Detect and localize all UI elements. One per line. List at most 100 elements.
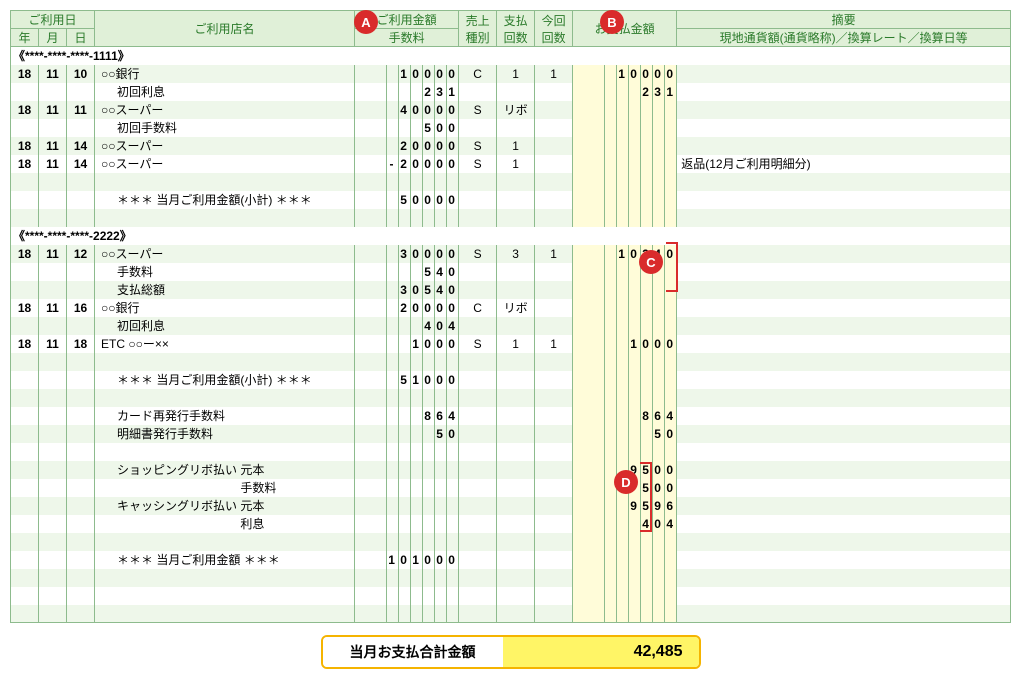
digit-cell [629,587,641,605]
digit-cell: 2 [641,83,653,101]
summary-cell [677,587,1011,605]
col-type [459,371,497,389]
col-pc [497,353,535,371]
digit-cell [399,515,411,533]
col-type [459,173,497,191]
summary-cell [677,137,1011,155]
digit-cell [665,137,677,155]
digit-cell [411,389,423,407]
col-pc [497,479,535,497]
col-pc [497,191,535,209]
col-pc [497,587,535,605]
digit-cell [665,101,677,119]
digit-cell: 0 [447,425,459,443]
digit-cell: 1 [447,83,459,101]
date-m [39,497,67,515]
bracket-c [666,242,678,292]
digit-cell: 0 [641,335,653,353]
digit-cell [653,317,665,335]
summary-cell [677,605,1011,623]
digit-cell [617,443,629,461]
digit-cell [573,443,605,461]
digit-cell [605,83,617,101]
date-y [11,587,39,605]
digit-cell [629,353,641,371]
table-row: ＊＊＊ 当月ご利用金額 ＊＊＊101000 [11,551,1011,569]
date-y [11,551,39,569]
digit-cell [435,587,447,605]
store-name [95,443,355,461]
digit-cell [399,83,411,101]
digit-cell: 1 [411,371,423,389]
digit-cell [653,137,665,155]
digit-cell [629,281,641,299]
digit-cell [447,533,459,551]
digit-cell [665,155,677,173]
bracket-d [640,462,652,532]
digit-cell: 5 [653,425,665,443]
digit-cell [641,443,653,461]
digit-cell: 0 [653,461,665,479]
date-y: 18 [11,335,39,353]
table-row: 手数料500 [11,479,1011,497]
digit-cell [629,371,641,389]
date-y [11,263,39,281]
digit-cell [399,335,411,353]
digit-cell: 0 [435,191,447,209]
digit-cell [617,119,629,137]
digit-cell: 3 [653,83,665,101]
date-y [11,443,39,461]
col-pc: 1 [497,155,535,173]
store-sub: 初回利息 [95,83,355,101]
digit-cell [387,317,399,335]
digit-cell [605,65,617,83]
table-row: 《****-****-****-2222》 [11,227,1011,245]
digit-cell [605,551,617,569]
col-tc [535,605,573,623]
digit-cell [355,371,387,389]
digit-cell [641,371,653,389]
digit-cell [653,569,665,587]
digit-cell [355,353,387,371]
digit-cell: 2 [399,299,411,317]
digit-cell [653,551,665,569]
col-tc [535,317,573,335]
digit-cell [435,443,447,461]
summary-cell [677,191,1011,209]
digit-cell [355,407,387,425]
col-type [459,83,497,101]
digit-cell: 5 [423,263,435,281]
digit-cell [355,317,387,335]
digit-cell [605,299,617,317]
digit-cell [605,317,617,335]
date-m: 11 [39,155,67,173]
digit-cell: 0 [435,65,447,83]
digit-cell [641,605,653,623]
col-type [459,191,497,209]
date-m [39,569,67,587]
digit-cell [629,443,641,461]
table-row [11,209,1011,227]
date-d [67,533,95,551]
digit-cell [447,497,459,515]
digit-cell: 6 [435,407,447,425]
digit-cell [423,569,435,587]
digit-cell [435,569,447,587]
digit-cell [573,173,605,191]
col-type [459,479,497,497]
hdr-thiscount: 今回 回数 [535,11,573,47]
digit-cell: 0 [653,65,665,83]
digit-cell [641,173,653,191]
digit-cell: 1 [387,551,399,569]
digit-cell [641,281,653,299]
col-type [459,263,497,281]
digit-cell [399,569,411,587]
hdr-paycount: 支払 回数 [497,11,535,47]
date-y: 18 [11,65,39,83]
digit-cell [665,119,677,137]
date-m [39,605,67,623]
digit-cell: 0 [423,137,435,155]
digit-cell [641,353,653,371]
table-row: ＊＊＊ 当月ご利用金額(小計) ＊＊＊51000 [11,371,1011,389]
col-pc [497,443,535,461]
